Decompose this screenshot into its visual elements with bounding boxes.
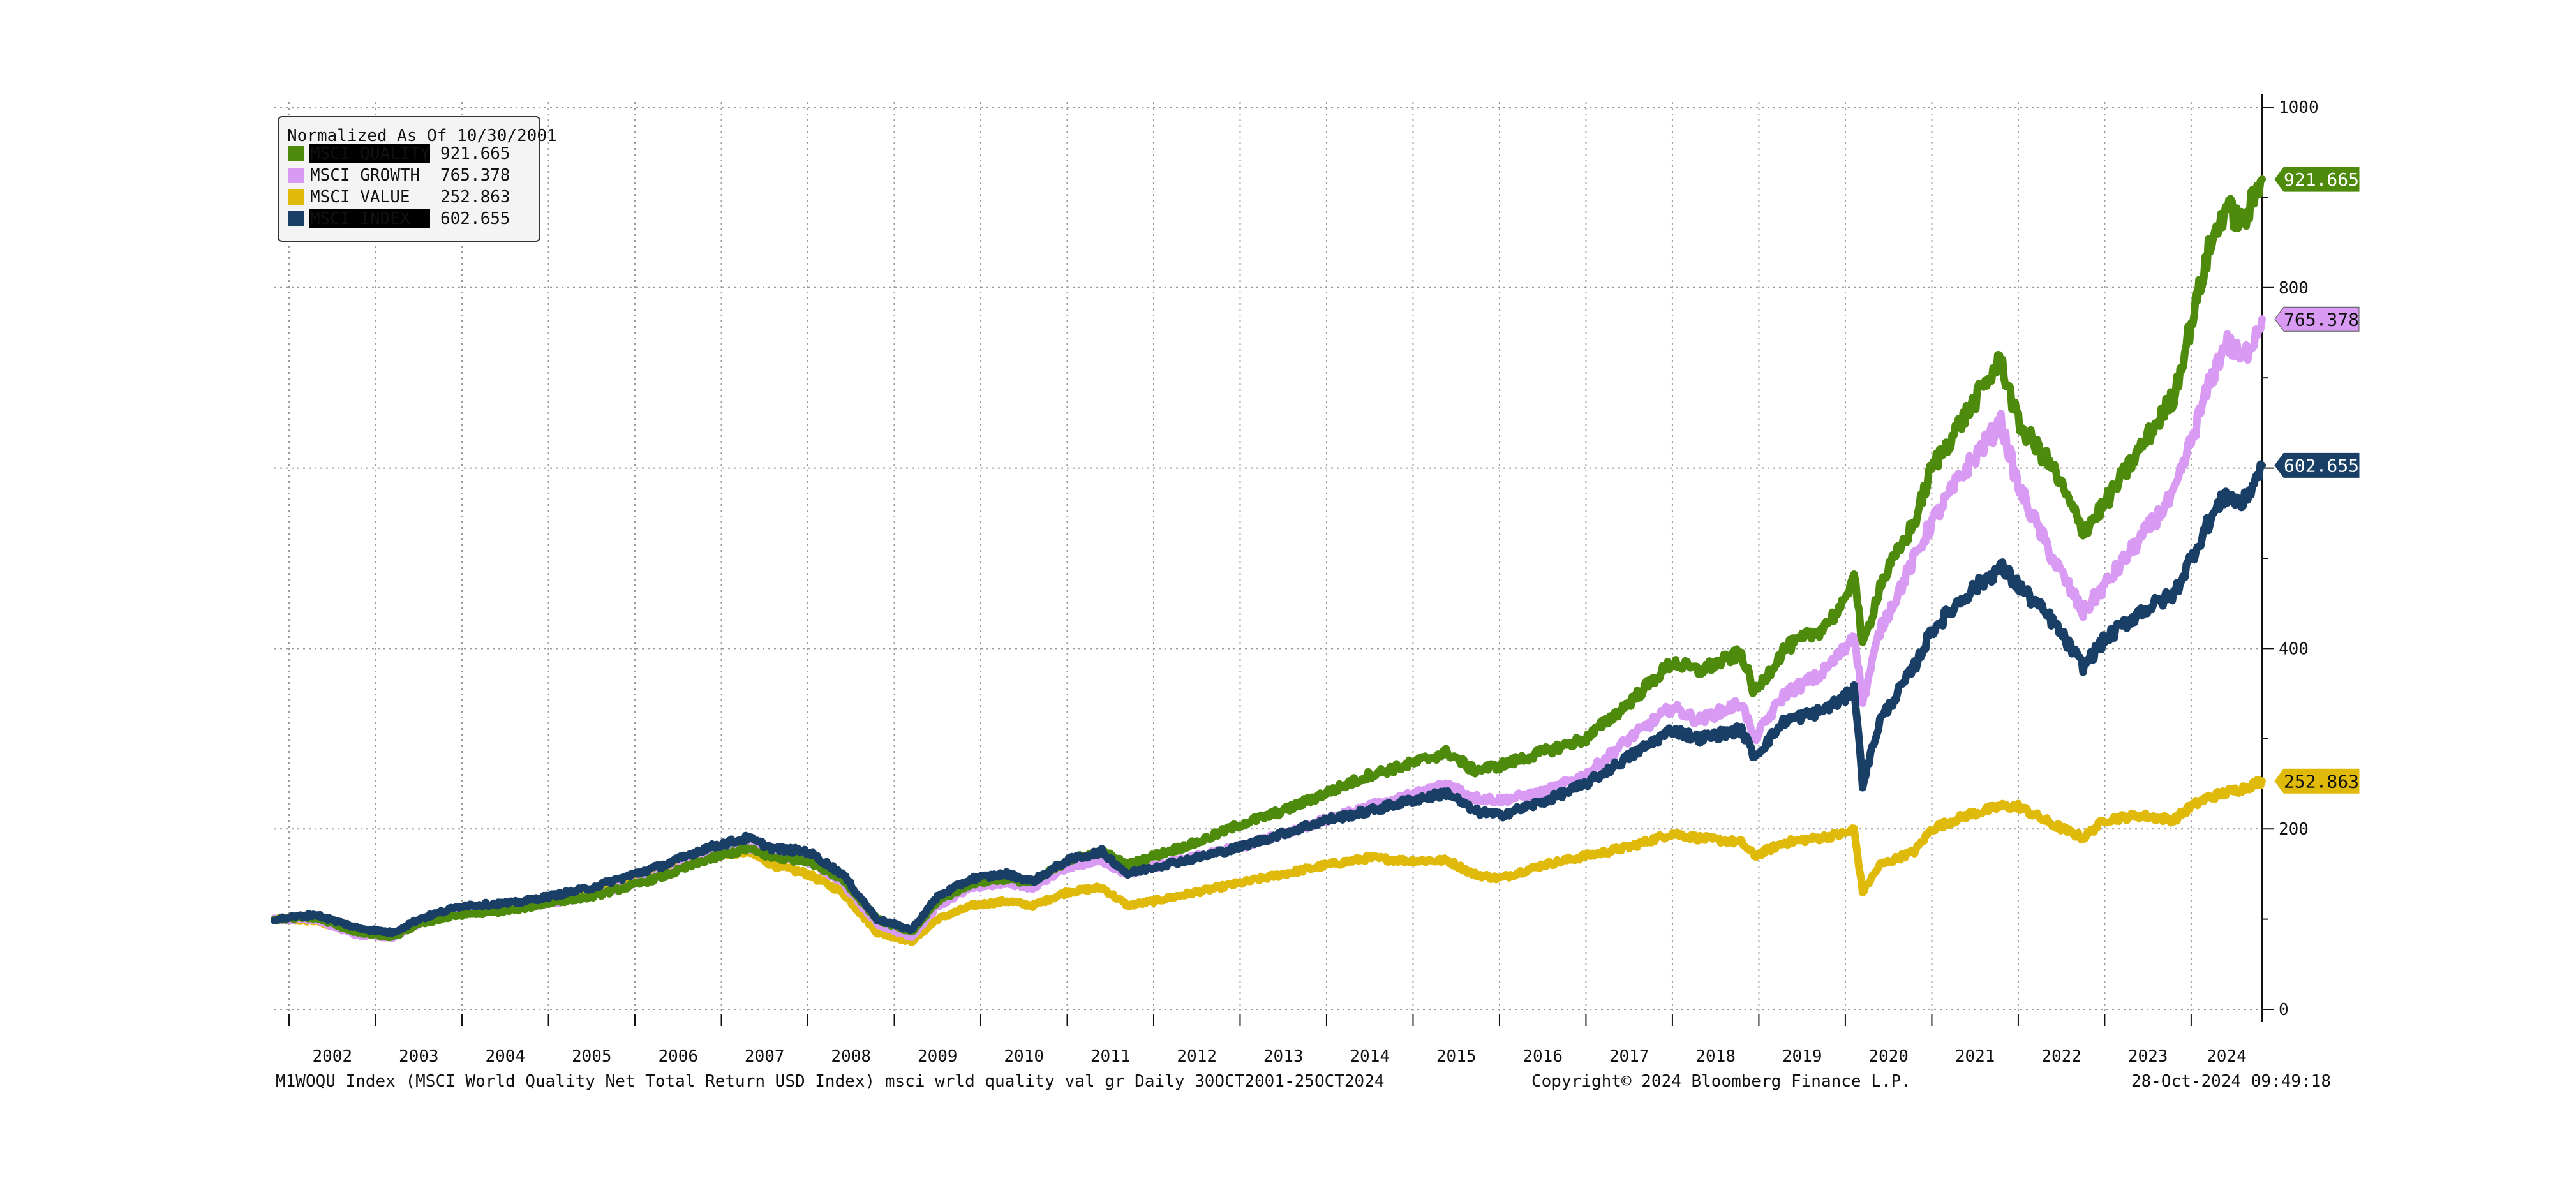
last-value-tag-msci-value	[2274, 768, 2360, 794]
y-tick-label: 800	[2279, 279, 2309, 298]
footer-timestamp: 28-Oct-2024 09:49:18	[2131, 1072, 2331, 1091]
legend-swatch	[288, 146, 304, 161]
y-tick-label: 1000	[2279, 98, 2319, 117]
grid	[274, 102, 2262, 1014]
last-value-tags: 252.863 765.378 921.665 602.655	[2274, 167, 2360, 794]
x-tick-label: 2013	[1263, 1047, 1304, 1066]
footer-copyright: Copyright© 2024 Bloomberg Finance L.P.	[1531, 1072, 1911, 1091]
x-tick-label: 2015	[1436, 1047, 1477, 1066]
x-tick-label: 2010	[1004, 1047, 1044, 1066]
legend-title: Normalized As Of 10/30/2001	[287, 126, 557, 145]
y-tick-label: 0	[2279, 1000, 2289, 1020]
x-tick-label: 2023	[2128, 1047, 2168, 1066]
x-tick-label: 2012	[1177, 1047, 1217, 1066]
last-value-tag-msci-index	[2274, 452, 2360, 478]
x-tick-label: 2003	[399, 1047, 439, 1066]
footer: M1WOQU Index (MSCI World Quality Net Tot…	[276, 1072, 2331, 1091]
last-value-tag-msci-growth	[2274, 306, 2360, 332]
legend-label: MSCI GROWTH	[310, 166, 420, 185]
x-tick-label: 2008	[831, 1047, 871, 1066]
legend-swatch	[288, 168, 304, 183]
legend-label: MSCI QUALITY	[310, 144, 430, 163]
legend-value: 921.665	[440, 144, 510, 163]
x-tick-label: 2016	[1523, 1047, 1563, 1066]
last-value-tag-msci-quality	[2274, 167, 2360, 192]
series-line-msci-index	[271, 460, 2266, 937]
last-value-tag-label-msci-index: 602.655	[2284, 455, 2359, 476]
x-tick-label: 2005	[572, 1047, 612, 1066]
x-tick-label: 2024	[2207, 1047, 2247, 1066]
series-line-msci-quality	[271, 175, 2266, 942]
x-tick-label: 2018	[1695, 1047, 1736, 1066]
legend-label-highlight	[309, 144, 430, 163]
x-tick-label: 2009	[918, 1047, 958, 1066]
legend-swatch	[288, 211, 304, 226]
y-tick-label: 400	[2279, 639, 2309, 658]
series-lines	[271, 175, 2266, 947]
legend-value: 602.655	[440, 209, 510, 228]
x-tick-label: 2011	[1091, 1047, 1131, 1066]
last-value-tag-label-msci-growth: 765.378	[2284, 309, 2359, 330]
legend-value: 765.378	[440, 166, 510, 185]
x-tick-label: 2002	[312, 1047, 352, 1066]
x-tick-label: 2017	[1609, 1047, 1649, 1066]
x-tick-label: 2006	[658, 1047, 698, 1066]
legend-label: MSCI INDEX	[310, 209, 410, 228]
x-tick-label: 2007	[745, 1047, 785, 1066]
x-tick-label: 2004	[485, 1047, 525, 1066]
axes: 0200400600800100020022003200420052006200…	[288, 94, 2319, 1066]
x-tick-label: 2022	[2041, 1047, 2081, 1066]
x-tick-label: 2019	[1782, 1047, 1822, 1066]
x-tick-label: 2014	[1350, 1047, 1390, 1066]
last-value-tag-label-msci-value: 252.863	[2284, 771, 2359, 792]
last-value-tag-label-msci-quality: 921.665	[2284, 169, 2359, 190]
legend-label-highlight	[309, 209, 430, 228]
x-tick-label: 2021	[1955, 1047, 1995, 1066]
legend-label: MSCI VALUE	[310, 188, 410, 207]
y-tick-label: 200	[2279, 820, 2309, 839]
x-tick-label: 2020	[1868, 1047, 1909, 1066]
legend-value: 252.863	[440, 188, 510, 207]
footer-source: M1WOQU Index (MSCI World Quality Net Tot…	[276, 1072, 1385, 1091]
legend-swatch	[288, 189, 304, 205]
